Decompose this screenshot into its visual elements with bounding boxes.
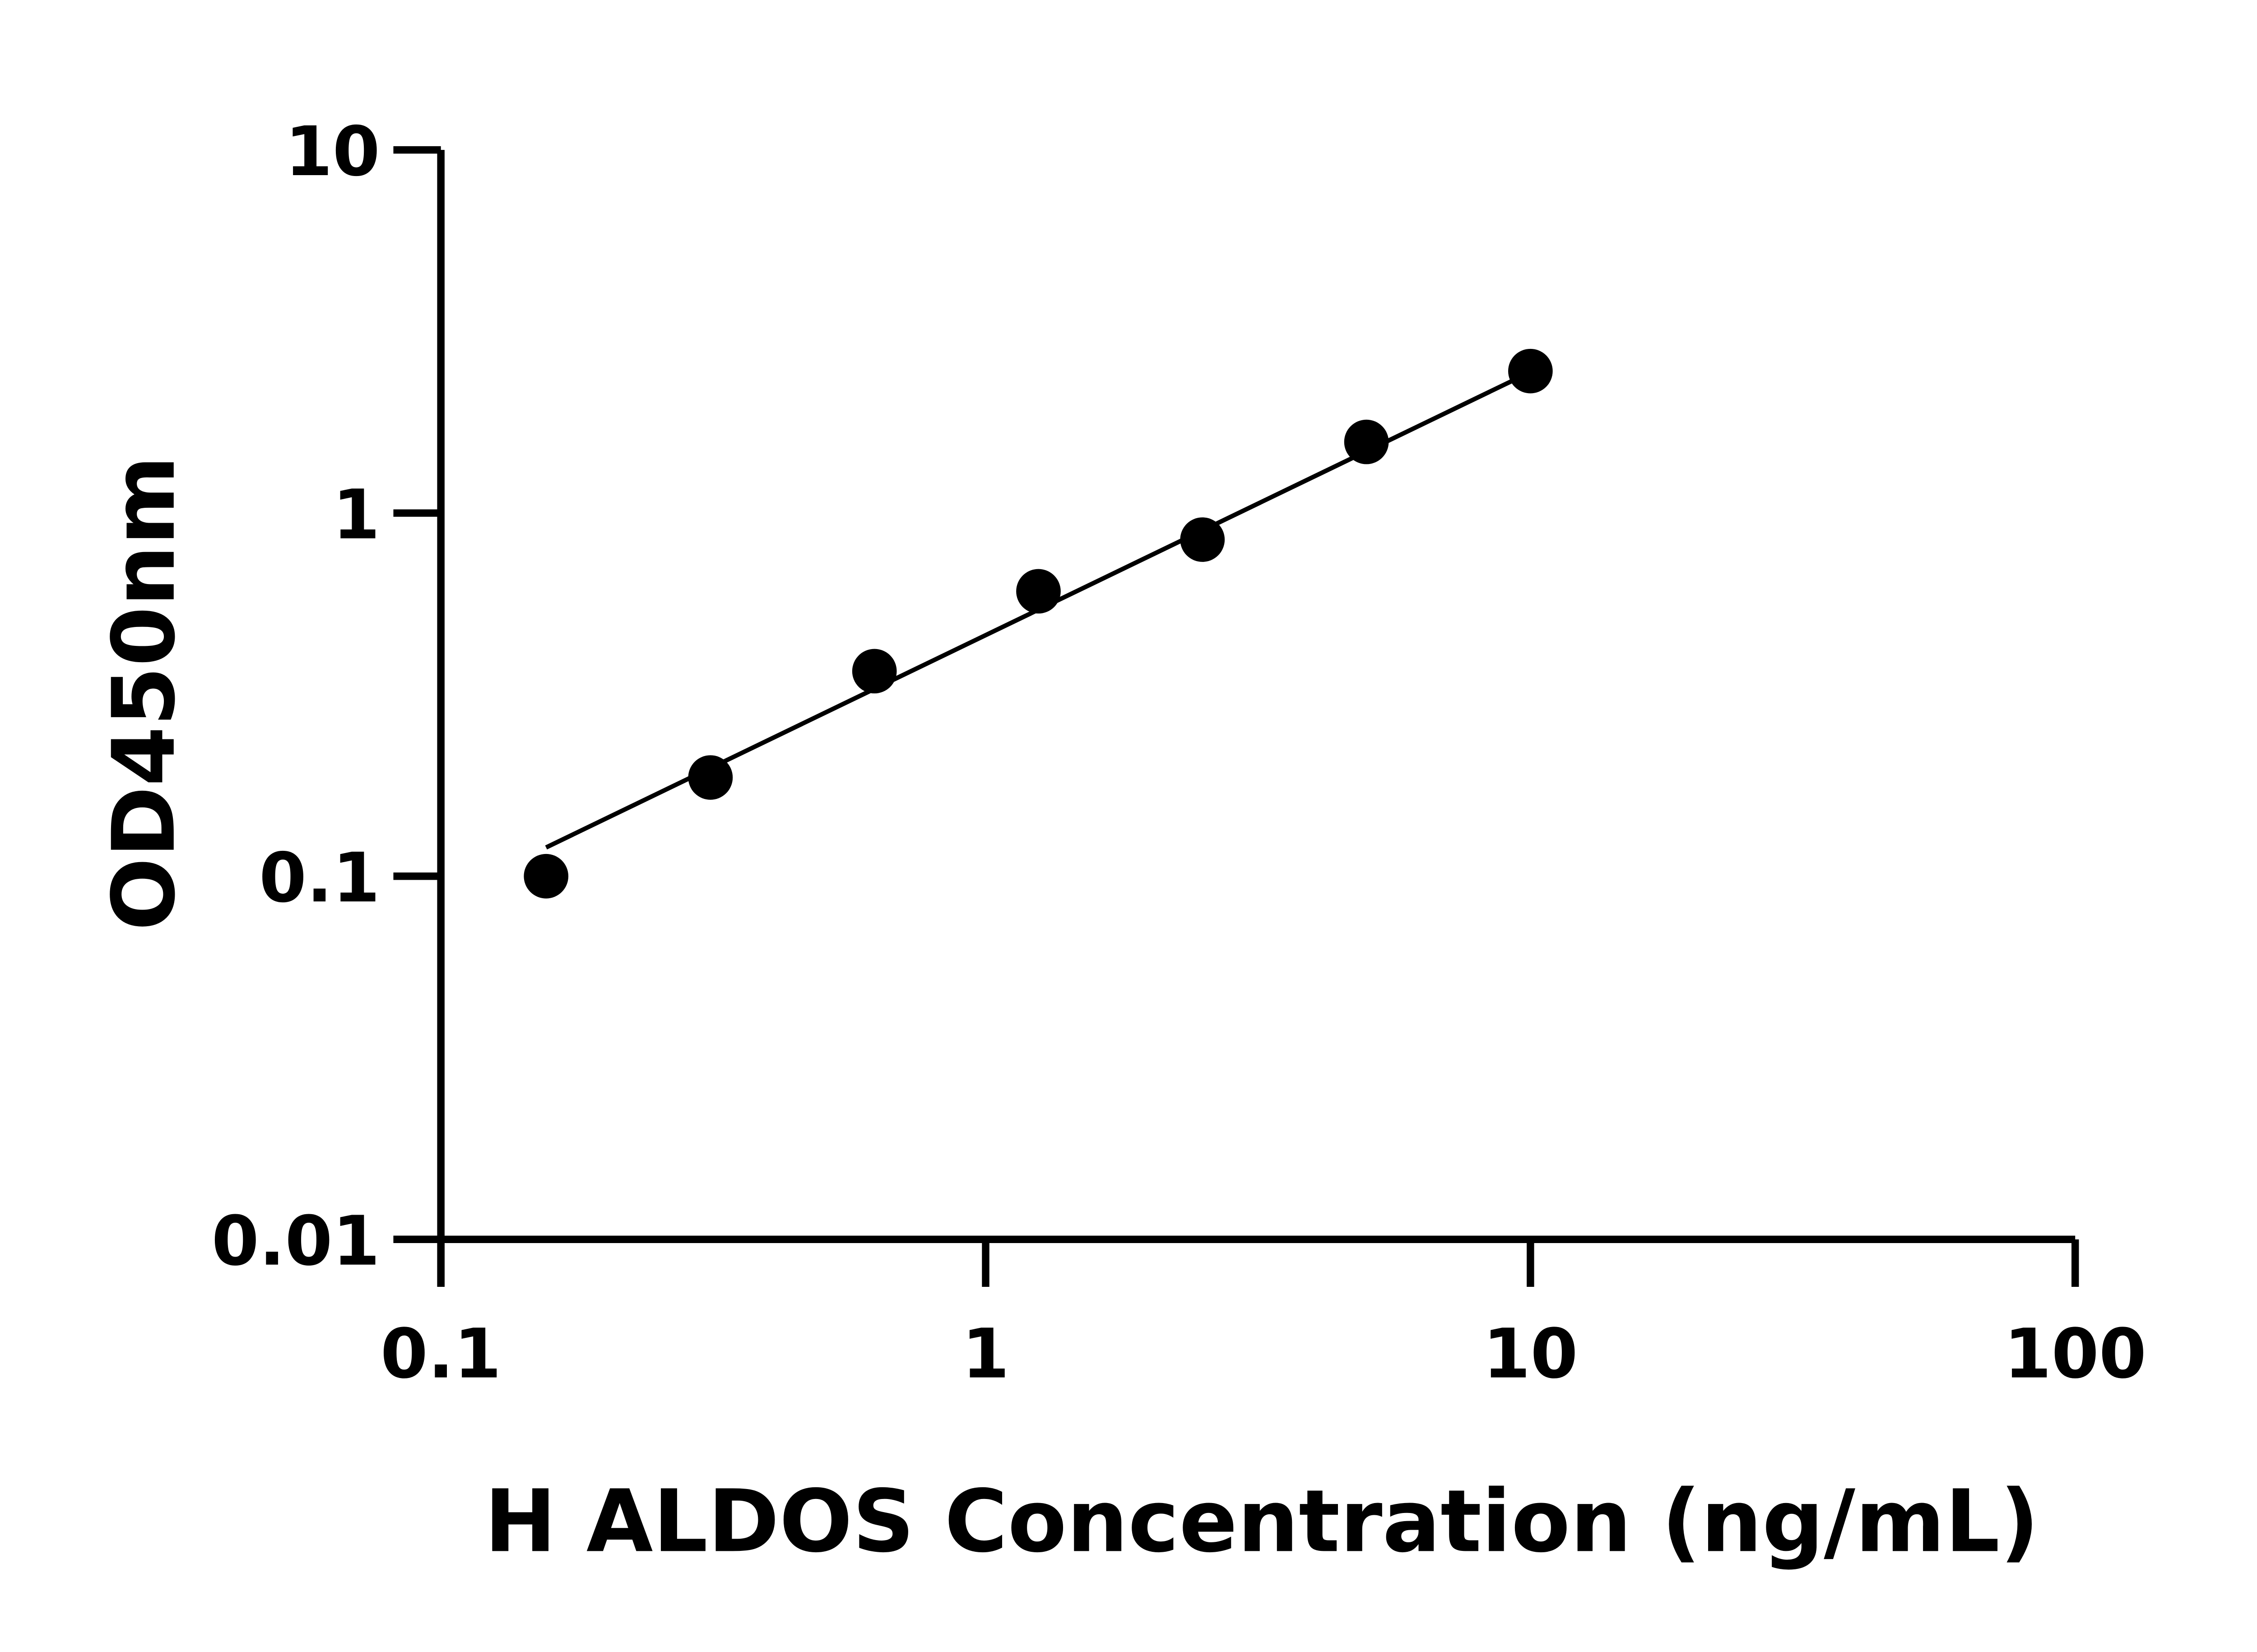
y-tick-label: 10 [285, 112, 380, 191]
data-point [1508, 348, 1553, 394]
x-tick-label: 0.1 [381, 1314, 502, 1394]
y-axis-label: OD450nm [94, 455, 194, 931]
y-tick-label: 0.1 [259, 838, 380, 918]
data-point [688, 755, 733, 800]
y-tick-label: 1 [333, 475, 380, 555]
data-point [524, 854, 569, 899]
x-tick-label: 1 [962, 1314, 1009, 1394]
data-point [1344, 419, 1389, 464]
data-point [1180, 517, 1225, 562]
x-axis-label: H ALDOS Concentration (ng/mL) [484, 1471, 2039, 1571]
data-point [852, 649, 897, 694]
y-tick-label: 0.01 [212, 1202, 380, 1281]
x-tick-label: 10 [1483, 1314, 1578, 1394]
x-tick-label: 100 [2004, 1314, 2146, 1394]
data-marks [524, 348, 1553, 899]
data-point [1016, 569, 1061, 614]
